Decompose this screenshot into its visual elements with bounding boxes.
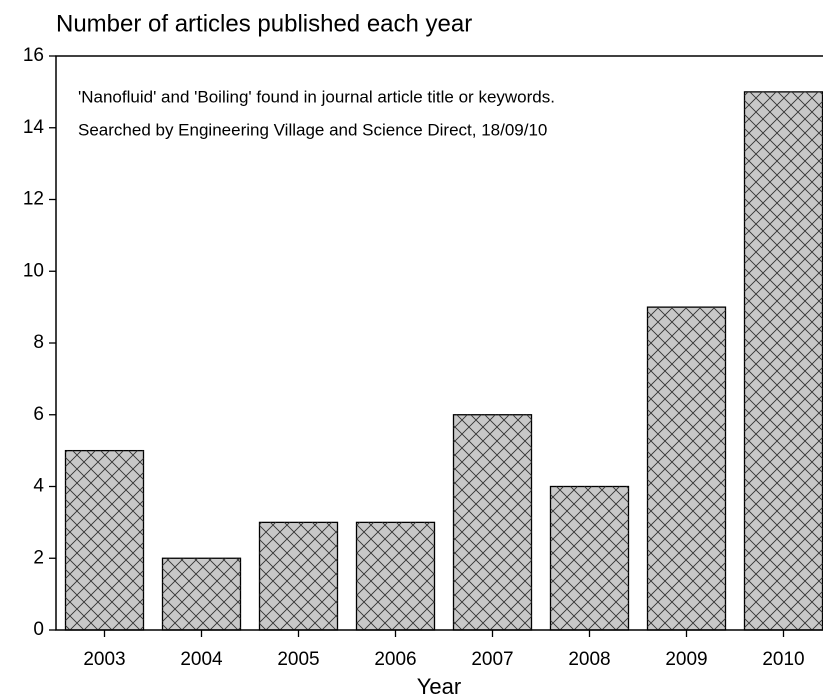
y-tick-label: 10 bbox=[23, 260, 44, 281]
bar-hatch bbox=[65, 450, 144, 630]
bar-hatch bbox=[162, 558, 241, 630]
y-tick-label: 0 bbox=[33, 619, 44, 640]
x-tick-label: 2003 bbox=[83, 649, 125, 670]
x-tick-label: 2007 bbox=[471, 649, 513, 670]
x-axis-label: Year bbox=[417, 674, 461, 699]
bar-hatch bbox=[259, 522, 338, 630]
bar-hatch bbox=[647, 307, 726, 630]
annotation: Searched by Engineering Village and Scie… bbox=[78, 120, 547, 139]
y-tick-label: 2 bbox=[33, 547, 44, 568]
x-tick-label: 2005 bbox=[277, 649, 319, 670]
bar-hatch bbox=[550, 486, 629, 630]
annotation: 'Nanofluid' and 'Boiling' found in journ… bbox=[78, 87, 555, 106]
x-tick-label: 2010 bbox=[762, 649, 804, 670]
y-tick-label: 12 bbox=[23, 189, 44, 210]
chart-title: Number of articles published each year bbox=[56, 10, 472, 37]
bar-hatch bbox=[356, 522, 435, 630]
y-tick-label: 14 bbox=[23, 117, 45, 138]
y-tick-label: 6 bbox=[33, 404, 44, 425]
bar-hatch bbox=[744, 91, 823, 630]
y-tick-label: 8 bbox=[33, 332, 44, 353]
axis-frame bbox=[55, 55, 823, 631]
x-tick-label: 2008 bbox=[568, 649, 610, 670]
x-tick-label: 2009 bbox=[665, 649, 707, 670]
y-tick-label: 16 bbox=[23, 45, 44, 66]
y-tick-label: 4 bbox=[33, 476, 44, 497]
bar-hatch bbox=[453, 414, 532, 630]
x-tick-label: 2004 bbox=[180, 649, 223, 670]
x-tick-label: 2006 bbox=[374, 649, 416, 670]
